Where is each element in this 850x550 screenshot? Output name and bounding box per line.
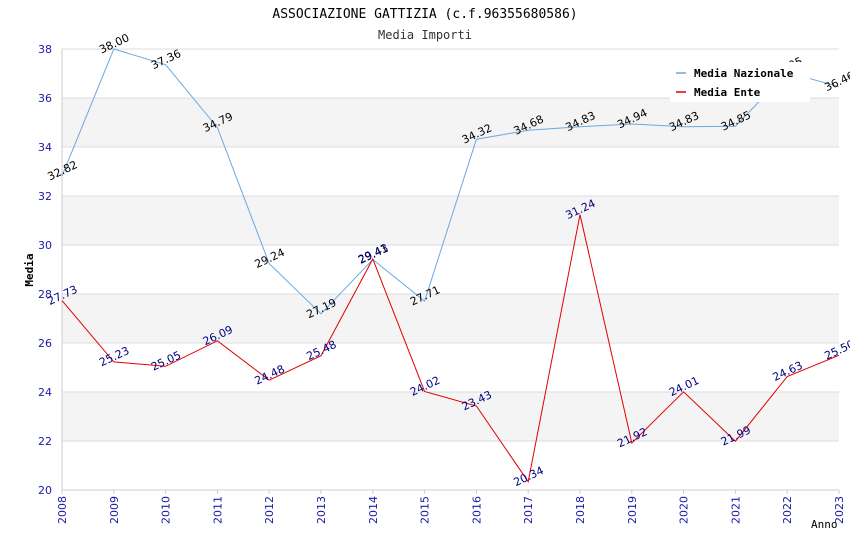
x-tick-label: 2011 — [211, 496, 224, 524]
x-tick-label: 2014 — [367, 496, 380, 524]
grid-band — [62, 147, 839, 196]
grid-band — [62, 245, 839, 294]
series-lines — [61, 48, 840, 483]
y-tick-label: 32 — [38, 190, 52, 203]
series-line-media-ente — [61, 214, 840, 483]
y-tick-label: 20 — [38, 484, 52, 497]
x-tick-label: 2016 — [470, 496, 483, 524]
series-line-media-nazionale — [61, 48, 840, 315]
legend-box — [670, 62, 810, 102]
x-tick-label: 2021 — [729, 496, 742, 524]
x-tick-label: 2012 — [263, 496, 276, 524]
x-tick-label: 2008 — [56, 496, 69, 524]
x-tick-labels: 2008 2009 2010 2011 2012 2013 2014 2015 2016 2017… — [56, 490, 846, 524]
y-tick-label: 28 — [38, 288, 52, 301]
legend-label: Media Ente — [694, 86, 761, 99]
legend: Media Nazionale Media Ente — [670, 62, 810, 102]
x-tick-label: 2018 — [574, 496, 587, 524]
y-tick-label: 30 — [38, 239, 52, 252]
chart-subtitle: Media Importi — [378, 28, 472, 42]
grid-band — [62, 294, 839, 343]
y-tick-label: 38 — [38, 43, 52, 56]
grid-band — [62, 98, 839, 147]
grid-band — [62, 392, 839, 441]
y-tick-label: 22 — [38, 435, 52, 448]
grid-band — [62, 441, 839, 490]
y-tick-label: 34 — [38, 141, 52, 154]
x-tick-label: 2010 — [160, 496, 173, 524]
x-tick-label: 2015 — [419, 496, 432, 524]
y-tick-label: 36 — [38, 92, 52, 105]
x-tick-label: 2017 — [522, 496, 535, 524]
grid-band — [62, 343, 839, 392]
y-tick-label: 24 — [38, 386, 52, 399]
x-tick-label: 2019 — [626, 496, 639, 524]
x-axis-label: Anno — [811, 518, 838, 531]
x-tick-label: 2020 — [678, 496, 691, 524]
y-tick-labels: 20 22 24 26 28 30 32 34 36 38 — [38, 43, 52, 497]
legend-label: Media Nazionale — [694, 67, 794, 80]
y-axis-label: Media — [23, 253, 36, 286]
grid-bands — [62, 49, 839, 490]
y-tick-label: 26 — [38, 337, 52, 350]
x-tick-label: 2022 — [781, 496, 794, 524]
x-tick-label: 2009 — [108, 496, 121, 524]
x-tick-label: 2023 — [833, 496, 846, 524]
chart-title: ASSOCIAZIONE GATTIZIA (c.f.96355680586) — [272, 7, 577, 22]
grid-lines — [61, 48, 839, 491]
x-tick-label: 2013 — [315, 496, 328, 524]
